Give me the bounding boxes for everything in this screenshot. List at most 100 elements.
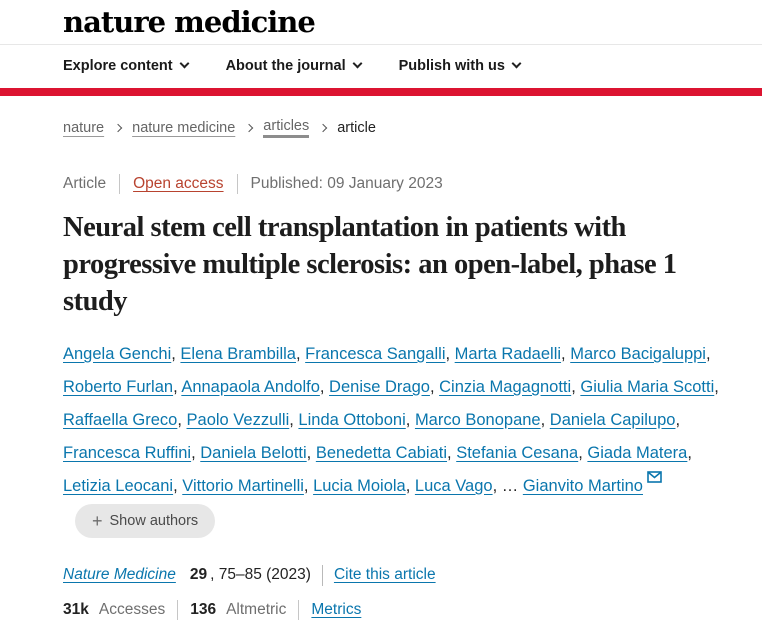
author-link[interactable]: Annapaola Andolfo bbox=[181, 377, 320, 396]
author-separator: , bbox=[561, 344, 571, 363]
author-link[interactable]: Raffaella Greco bbox=[63, 410, 178, 429]
breadcrumb: nature nature medicine articles article bbox=[63, 118, 762, 138]
author-link[interactable]: Marta Radaelli bbox=[454, 344, 562, 363]
author-link[interactable]: Lucia Moiola bbox=[313, 476, 406, 495]
author-separator: , bbox=[173, 377, 182, 396]
author-link[interactable]: Cinzia Magagnotti bbox=[439, 377, 572, 396]
author-link[interactable]: Angela Genchi bbox=[63, 344, 172, 363]
nav-item-explore-content[interactable]: Explore content bbox=[63, 58, 190, 75]
cite-this-article-link[interactable]: Cite this article bbox=[333, 566, 436, 584]
breadcrumb-link-nature[interactable]: nature bbox=[63, 119, 105, 136]
author-link[interactable]: Paolo Vezzulli bbox=[186, 410, 290, 429]
metrics-row: 31k Accesses 136 Altmetric Metrics bbox=[63, 599, 762, 620]
logo-row: nature medicine bbox=[0, 0, 762, 44]
citation-separator bbox=[321, 564, 323, 586]
author-separator: , bbox=[445, 344, 455, 363]
show-authors-label: Show authors bbox=[109, 512, 199, 529]
accesses-value: 31k bbox=[63, 600, 89, 618]
metrics-separator bbox=[177, 599, 179, 620]
author-link[interactable]: Francesca Ruffini bbox=[63, 443, 192, 462]
accesses-label: Accesses bbox=[98, 600, 166, 618]
author-separator: , bbox=[492, 476, 502, 495]
metrics-separator bbox=[298, 599, 300, 620]
author-separator: , bbox=[295, 344, 306, 363]
nav-item-publish-with-us[interactable]: Publish with us bbox=[398, 58, 522, 75]
breadcrumb-chevron-icon bbox=[113, 124, 123, 133]
envelope-icon[interactable] bbox=[647, 470, 662, 483]
author-separator: , bbox=[675, 410, 681, 429]
article-meta-row: Article Open access Published: 09 Januar… bbox=[63, 173, 762, 194]
author-separator: , bbox=[447, 443, 457, 462]
author-separator: , bbox=[289, 410, 299, 429]
author-link[interactable]: Letizia Leocani bbox=[63, 476, 174, 495]
authors-line: Angela Genchi, Elena Brambilla, Francesc… bbox=[63, 338, 740, 538]
journal-link[interactable]: Nature Medicine bbox=[63, 566, 176, 584]
altmetric-label: Altmetric bbox=[226, 600, 287, 618]
breadcrumb-link-articles[interactable]: articles bbox=[263, 118, 310, 138]
brand-accent-bar bbox=[0, 87, 762, 96]
nav-item-label: Publish with us bbox=[398, 58, 505, 75]
author-separator: , bbox=[705, 344, 711, 363]
author-link[interactable]: Giada Matera bbox=[587, 443, 688, 462]
author-link[interactable]: Daniela Capilupo bbox=[549, 410, 676, 429]
author-separator: , bbox=[405, 410, 415, 429]
chevron-down-icon bbox=[352, 58, 363, 69]
breadcrumb-link-nature-medicine[interactable]: nature medicine bbox=[132, 119, 236, 136]
author-separator: , bbox=[429, 377, 440, 396]
open-access-link[interactable]: Open access bbox=[133, 174, 224, 192]
article-page: nature nature medicine articles article Art… bbox=[0, 118, 762, 620]
author-link[interactable]: Luca Vago bbox=[414, 476, 493, 495]
breadcrumb-chevron-icon bbox=[318, 124, 328, 133]
author-separator: , bbox=[177, 410, 187, 429]
author-separator: , bbox=[319, 377, 330, 396]
breadcrumb-current: article bbox=[337, 119, 376, 136]
pages-and-year: , 75–85 (2023) bbox=[210, 566, 311, 584]
nav-item-label: About the journal bbox=[225, 58, 346, 75]
article-title: Neural stem cell transplantation in pati… bbox=[63, 211, 677, 318]
chevron-down-icon bbox=[179, 58, 190, 69]
author-separator: , bbox=[578, 443, 588, 462]
author-link[interactable]: Elena Brambilla bbox=[180, 344, 296, 363]
author-link[interactable]: Stefania Cesana bbox=[456, 443, 579, 462]
author-separator: , bbox=[306, 443, 316, 462]
author-link[interactable]: Daniela Belotti bbox=[200, 443, 307, 462]
nav-item-label: Explore content bbox=[63, 58, 173, 75]
author-link[interactable]: Francesca Sangalli bbox=[305, 344, 446, 363]
author-link[interactable]: Denise Drago bbox=[329, 377, 430, 396]
show-authors-button[interactable]: + Show authors bbox=[75, 503, 216, 538]
authors-ellipsis: … bbox=[501, 476, 519, 495]
volume-number: 29 bbox=[189, 566, 208, 584]
author-link[interactable]: Marco Bonopane bbox=[414, 410, 541, 429]
author-separator: , bbox=[171, 344, 181, 363]
header-divider bbox=[0, 43, 762, 45]
author-separator: , bbox=[540, 410, 550, 429]
breadcrumb-chevron-icon bbox=[245, 124, 254, 133]
chevron-down-icon bbox=[511, 58, 522, 69]
corresponding-author-link[interactable]: Gianvito Martino bbox=[522, 476, 643, 495]
author-link[interactable]: Giulia Maria Scotti bbox=[580, 377, 715, 396]
site-header: nature medicine Explore content About the… bbox=[0, 0, 762, 96]
metrics-link[interactable]: Metrics bbox=[311, 600, 362, 618]
plus-icon: + bbox=[92, 510, 103, 531]
author-link[interactable]: Benedetta Cabiati bbox=[315, 443, 448, 462]
altmetric-value: 136 bbox=[190, 600, 217, 618]
author-link[interactable]: Roberto Furlan bbox=[63, 377, 174, 396]
published-date: Published: 09 January 2023 bbox=[250, 174, 443, 192]
author-separator: , bbox=[173, 476, 183, 495]
author-link[interactable]: Vittorio Martinelli bbox=[182, 476, 304, 495]
author-link[interactable]: Linda Ottoboni bbox=[298, 410, 406, 429]
author-separator: , bbox=[714, 377, 719, 396]
meta-separator bbox=[236, 173, 238, 194]
author-separator: , bbox=[303, 476, 314, 495]
article-type-label: Article bbox=[63, 174, 107, 192]
citation-row: Nature Medicine 29 , 75–85 (2023) Cite t… bbox=[63, 564, 762, 586]
nav-item-about-the-journal[interactable]: About the journal bbox=[225, 58, 363, 75]
author-separator: , bbox=[687, 443, 692, 462]
author-link[interactable]: Marco Bacigaluppi bbox=[570, 344, 706, 363]
author-separator: , bbox=[405, 476, 415, 495]
meta-separator bbox=[119, 173, 121, 194]
author-separator: , bbox=[571, 377, 581, 396]
authors-list: Angela Genchi, Elena Brambilla, Francesc… bbox=[63, 345, 719, 495]
author-separator: , bbox=[191, 443, 201, 462]
journal-logo[interactable]: nature medicine bbox=[63, 5, 316, 39]
